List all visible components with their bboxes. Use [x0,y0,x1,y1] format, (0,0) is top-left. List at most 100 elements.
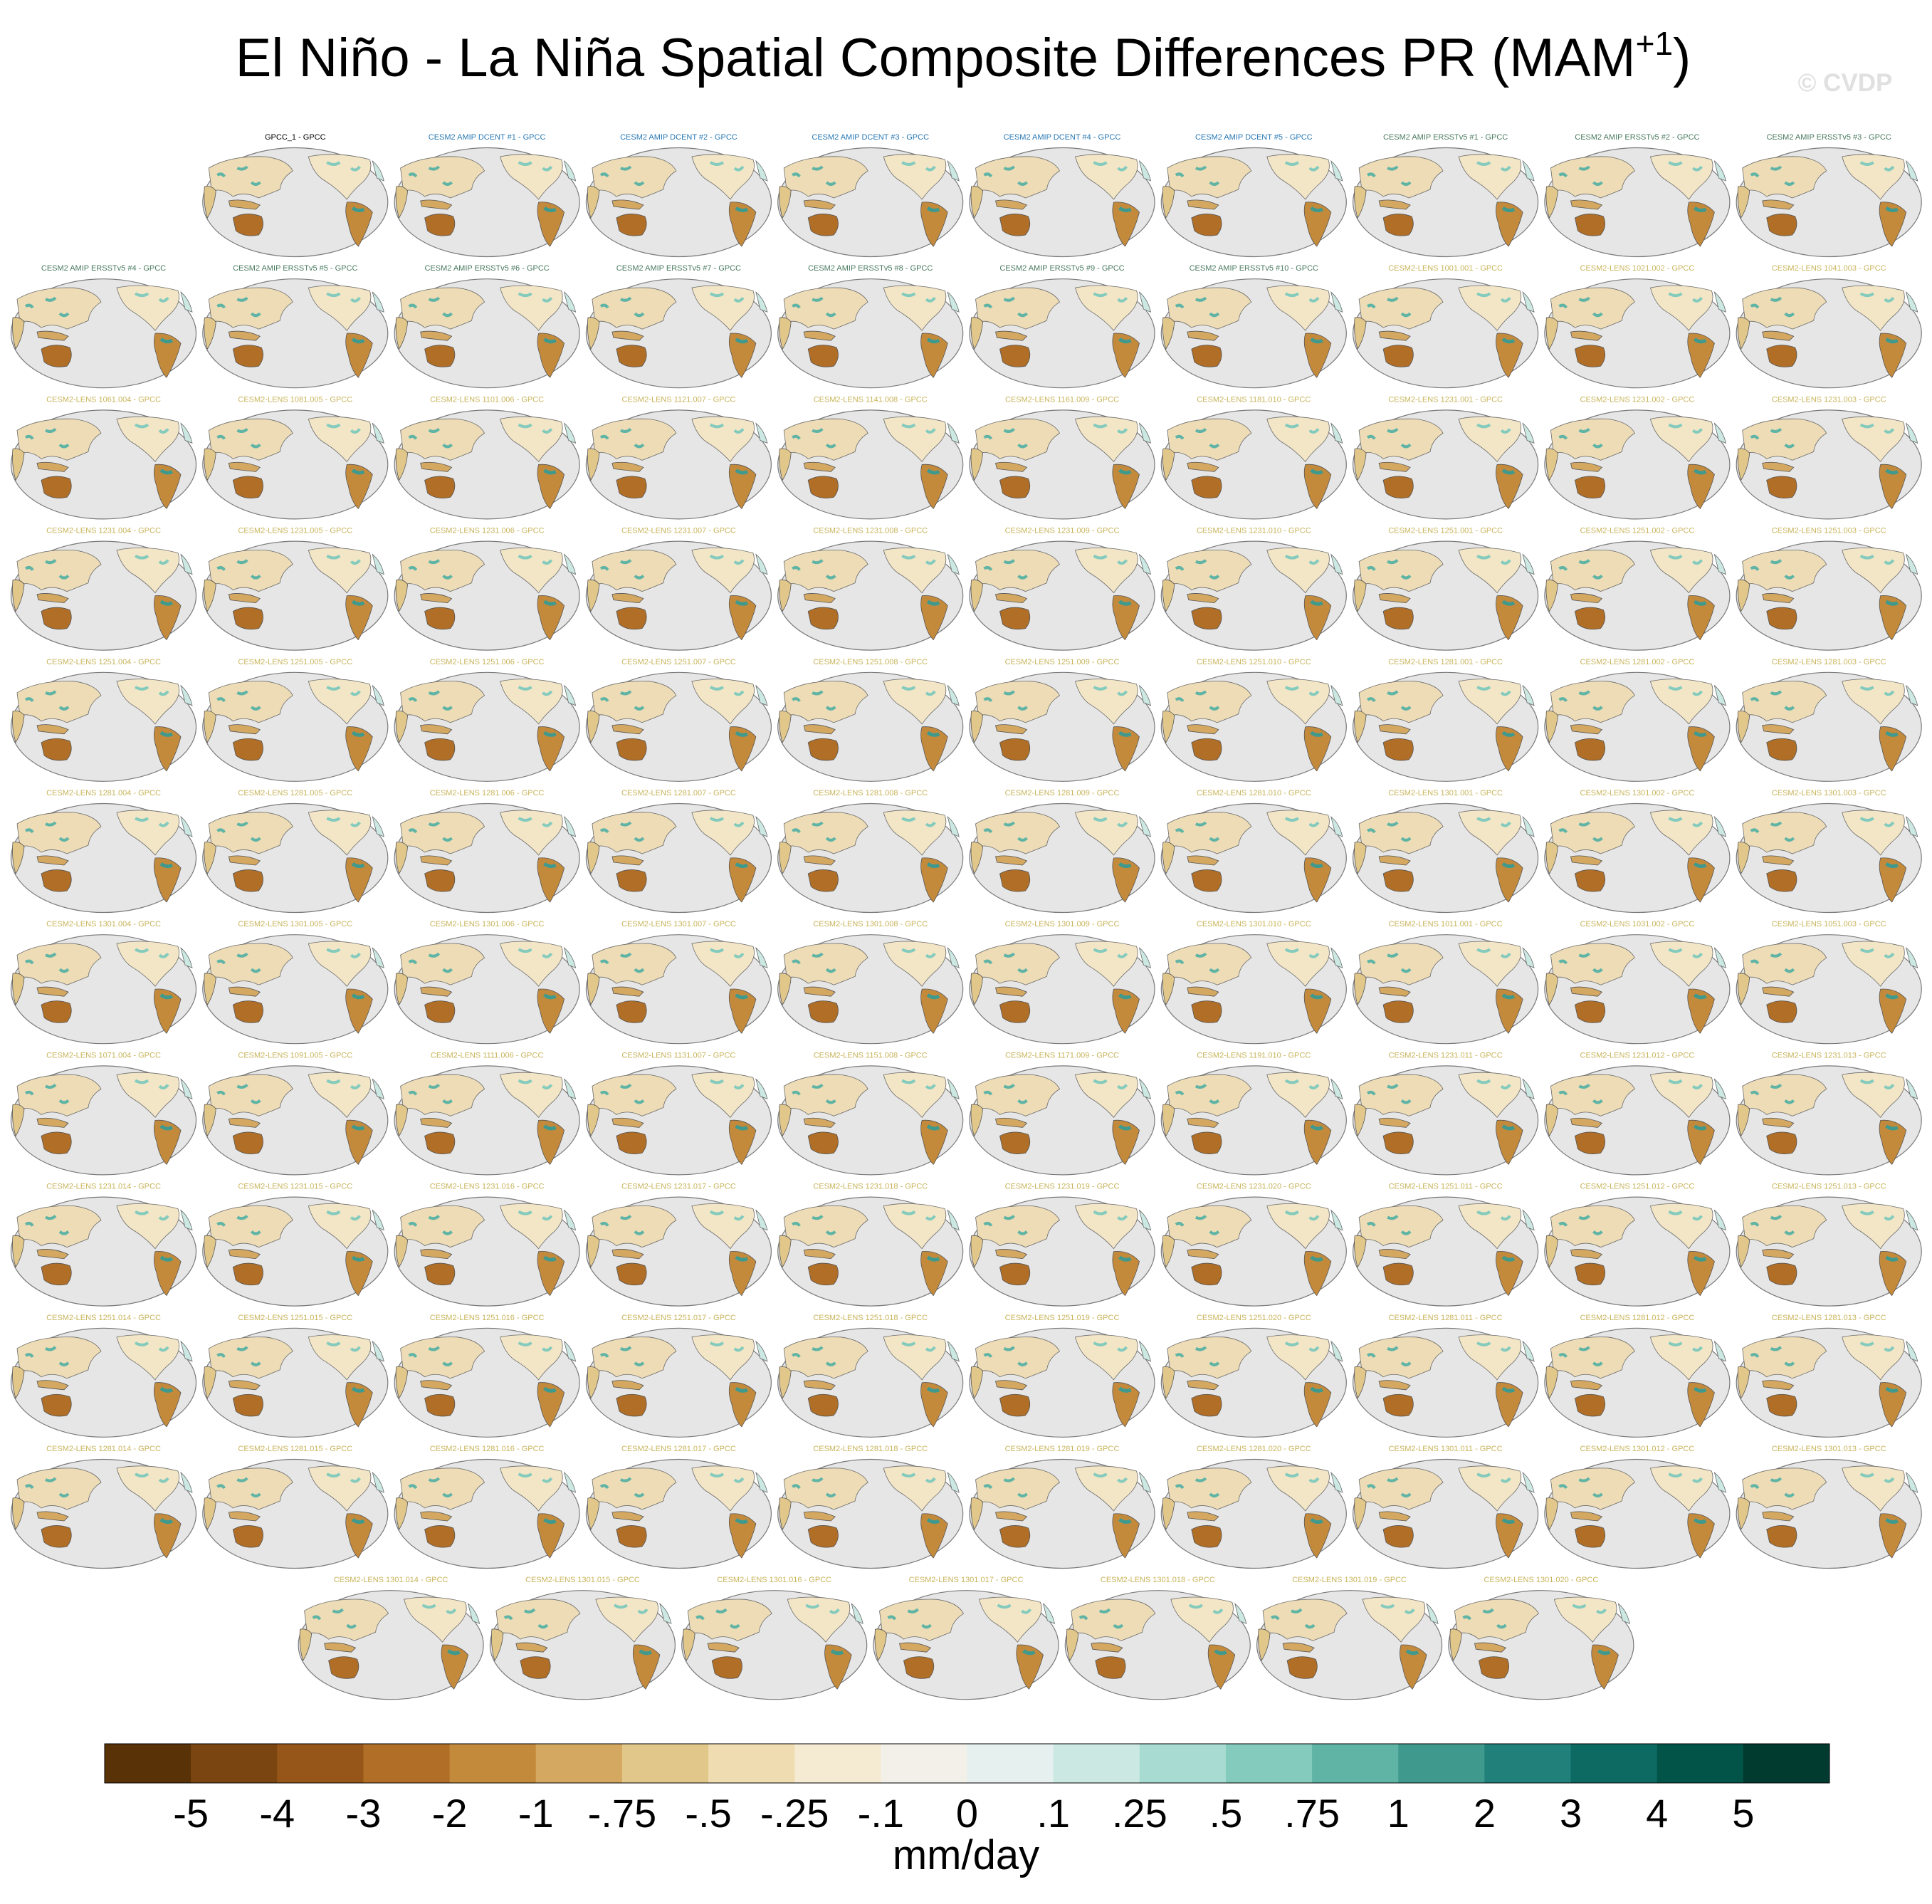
map [778,541,963,650]
map [1161,279,1346,388]
panel: CESM2-LENS 1301.002 - GPCC [1545,789,1730,913]
panel-label: CESM2-LENS 1301.013 - GPCC [1772,1445,1886,1453]
panel-label: CESM2-LENS 1041.003 - GPCC [1772,264,1886,273]
panel: CESM2-LENS 1281.003 - GPCC [1736,658,1921,782]
map [394,935,579,1044]
panel-label: CESM2-LENS 1101.006 - GPCC [430,395,544,404]
map [586,279,771,388]
panel: CESM2-LENS 1281.002 - GPCC [1545,658,1730,782]
map [970,279,1155,388]
map [1545,935,1730,1044]
map [970,541,1155,650]
panel: CESM2-LENS 1251.020 - GPCC [1161,1314,1346,1438]
map [1736,148,1921,257]
colorbar-label: 4 [1646,1791,1668,1836]
colorbar-label: 2 [1474,1791,1496,1836]
panel-label: CESM2-LENS 1301.017 - GPCC [909,1576,1024,1584]
panel: CESM2-LENS 1301.009 - GPCC [970,920,1155,1044]
panel: CESM2-LENS 1251.014 - GPCC [11,1314,196,1438]
map [394,1328,579,1437]
map [11,279,196,388]
panel-label: CESM2-LENS 1231.002 - GPCC [1580,395,1695,404]
colorbar-label: 5 [1732,1791,1754,1836]
panel-label: CESM2-LENS 1281.003 - GPCC [1772,658,1886,666]
panel: CESM2-LENS 1141.008 - GPCC [778,395,963,519]
panel: CESM2-LENS 1251.006 - GPCC [394,658,579,782]
panel: CESM2-LENS 1281.018 - GPCC [778,1445,963,1569]
panel-label: CESM2-LENS 1281.010 - GPCC [1197,789,1311,797]
panel-label: CESM2 AMIP DCENT #1 - GPCC [429,133,546,142]
panel: CESM2-LENS 1281.015 - GPCC [203,1445,388,1569]
colorbar-swatch [1398,1744,1485,1783]
panel: CESM2-LENS 1281.001 - GPCC [1353,658,1538,782]
panel: CESM2-LENS 1251.008 - GPCC [778,658,963,782]
panel: CESM2-LENS 1231.013 - GPCC [1736,1051,1921,1175]
colorbar-swatch [191,1744,278,1783]
panel-label: CESM2-LENS 1231.005 - GPCC [238,527,352,535]
panel-label: CESM2-LENS 1251.003 - GPCC [1772,527,1886,535]
panel-label: CESM2-LENS 1231.004 - GPCC [46,527,161,535]
panel: CESM2 AMIP DCENT #2 - GPCC [586,133,771,257]
panel: CESM2-LENS 1301.012 - GPCC [1545,1445,1730,1569]
panel: CESM2-LENS 1171.009 - GPCC [970,1051,1155,1175]
panel: CESM2-LENS 1281.019 - GPCC [970,1445,1155,1569]
colorbar-swatch [967,1744,1054,1783]
map [1353,935,1538,1044]
colorbar-label: .25 [1112,1791,1167,1836]
panel: CESM2-LENS 1281.010 - GPCC [1161,789,1346,913]
colorbar-swatch [794,1744,881,1783]
panel-label: CESM2-LENS 1181.010 - GPCC [1197,395,1311,404]
map [1736,279,1921,388]
panel-label: CESM2-LENS 1281.011 - GPCC [1389,1314,1503,1322]
colorbar-label: -2 [432,1791,468,1836]
panel: CESM2-LENS 1281.012 - GPCC [1545,1314,1730,1438]
panel-label: CESM2 AMIP DCENT #3 - GPCC [812,133,929,142]
panel-label: CESM2-LENS 1231.010 - GPCC [1197,527,1311,535]
panel: CESM2-LENS 1301.013 - GPCC [1736,1445,1921,1569]
panel: CESM2-LENS 1231.016 - GPCC [394,1183,579,1307]
panel: CESM2-LENS 1231.007 - GPCC [586,527,771,651]
colorbar-swatch [621,1744,709,1783]
map [203,1197,388,1306]
map [1736,1066,1921,1175]
panel-label: CESM2-LENS 1231.008 - GPCC [813,527,928,535]
panel-label: CESM2-LENS 1301.003 - GPCC [1772,789,1886,797]
panel: CESM2-LENS 1251.002 - GPCC [1545,527,1730,651]
panel: CESM2-LENS 1301.017 - GPCC [873,1576,1059,1700]
map [1161,1328,1346,1437]
map [1545,148,1730,257]
map [873,1591,1059,1700]
map [203,279,388,388]
panel-label: CESM2-LENS 1301.019 - GPCC [1292,1576,1407,1584]
panel-label: CESM2-LENS 1301.007 - GPCC [621,920,736,929]
panel-label: CESM2-LENS 1251.018 - GPCC [813,1314,928,1322]
panel: CESM2-LENS 1251.004 - GPCC [11,658,196,782]
panel-label: CESM2-LENS 1141.008 - GPCC [814,395,928,404]
panel-label: CESM2-LENS 1121.007 - GPCC [621,395,735,404]
panel-label: CESM2-LENS 1231.009 - GPCC [1005,527,1120,535]
map [394,672,579,781]
panel-label: CESM2-LENS 1251.016 - GPCC [430,1314,545,1322]
colorbar-label: .5 [1209,1791,1243,1836]
colorbar-label: -3 [346,1791,382,1836]
map [586,1460,771,1569]
panel: CESM2-LENS 1251.007 - GPCC [586,658,771,782]
panel: CESM2-LENS 1301.010 - GPCC [1161,920,1346,1044]
panel: CESM2 AMIP ERSSTv5 #9 - GPCC [970,264,1155,388]
map [1353,279,1538,388]
map [1545,1460,1730,1569]
title-superscript: +1 [1636,25,1673,62]
map [394,1197,579,1306]
map [1353,410,1538,519]
map [1736,410,1921,519]
map [778,1328,963,1437]
panel-grid: GPCC_1 - GPCC CESM2 AMIP DCENT #1 - GPCC C… [11,133,1922,1700]
map [970,1197,1155,1306]
panel-label: CESM2 AMIP ERSSTv5 #10 - GPCC [1190,264,1318,273]
panel-label: CESM2-LENS 1301.010 - GPCC [1197,920,1311,929]
panel: CESM2 AMIP ERSSTv5 #2 - GPCC [1545,133,1730,257]
panel-label: CESM2-LENS 1251.004 - GPCC [46,658,161,666]
panel: CESM2-LENS 1251.005 - GPCC [203,658,388,782]
panel: CESM2-LENS 1281.017 - GPCC [586,1445,771,1569]
panel: CESM2-LENS 1251.003 - GPCC [1736,527,1921,651]
